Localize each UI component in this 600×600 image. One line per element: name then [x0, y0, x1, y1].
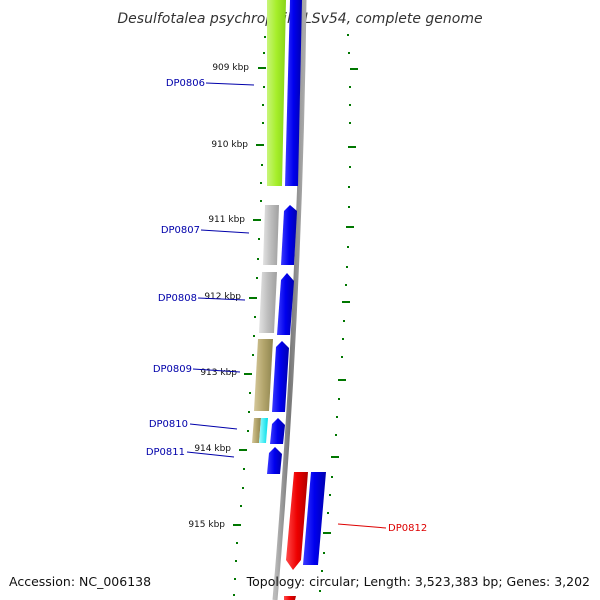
gene-label-dp0807[interactable]: DP0807: [161, 225, 200, 236]
leader-line: [189, 423, 238, 430]
ruler-labels: 909 kbp 910 kbp 911 kbp 912 kbp 913 kbp …: [188, 63, 249, 530]
gene-label-dp0809[interactable]: DP0809: [153, 364, 192, 375]
gene-labels: DP0806 DP0807 DP0808 DP0809 DP0810 DP081…: [146, 78, 427, 534]
feature-block: [259, 272, 277, 333]
feature-block: [263, 205, 279, 265]
ruler-label: 912 kbp: [204, 292, 241, 302]
gene-label-dp0808[interactable]: DP0808: [158, 293, 197, 304]
feature-block: [252, 418, 261, 443]
gene-label-dp0812[interactable]: DP0812: [388, 523, 427, 534]
leader-line: [205, 82, 255, 86]
ruler-label: 910 kbp: [211, 140, 248, 150]
feature-track: [252, 0, 286, 443]
gene-leader-lines: [186, 82, 387, 529]
cds-arrow: [303, 472, 326, 565]
genome-info-text: Topology: circular; Length: 3,523,383 bp…: [246, 574, 590, 589]
leader-line: [186, 451, 235, 458]
cds-arrow-reverse: [286, 472, 308, 570]
cds-arrow: [285, 0, 302, 186]
cds-arrow: [267, 447, 282, 474]
ruler-label: 913 kbp: [200, 368, 237, 378]
leader-line: [337, 523, 387, 529]
outer-tick-ring: [319, 34, 358, 592]
cds-arrow: [270, 418, 285, 444]
cds-arrow: [272, 341, 289, 412]
ruler-label: 911 kbp: [208, 215, 245, 225]
leader-line: [192, 368, 241, 373]
cds-arrow-reverse: [284, 596, 296, 600]
gene-label-dp0811[interactable]: DP0811: [146, 447, 185, 458]
cds-arrow: [281, 205, 297, 265]
feature-block: [254, 339, 273, 411]
ruler-label: 914 kbp: [194, 444, 231, 454]
genome-backbone: [272, 0, 307, 600]
feature-block: [259, 418, 268, 443]
cds-arrow: [277, 273, 294, 335]
accession-text: Accession: NC_006138: [9, 574, 151, 589]
cds-track: [267, 0, 326, 600]
leader-line: [200, 229, 250, 234]
ruler-label: 909 kbp: [212, 63, 249, 73]
feature-block: [267, 0, 286, 186]
gene-label-dp0810[interactable]: DP0810: [149, 419, 188, 430]
gene-label-dp0806[interactable]: DP0806: [166, 78, 205, 89]
leader-line: [197, 297, 246, 301]
ruler-label: 915 kbp: [188, 520, 225, 530]
inner-tick-ring: [233, 36, 266, 596]
